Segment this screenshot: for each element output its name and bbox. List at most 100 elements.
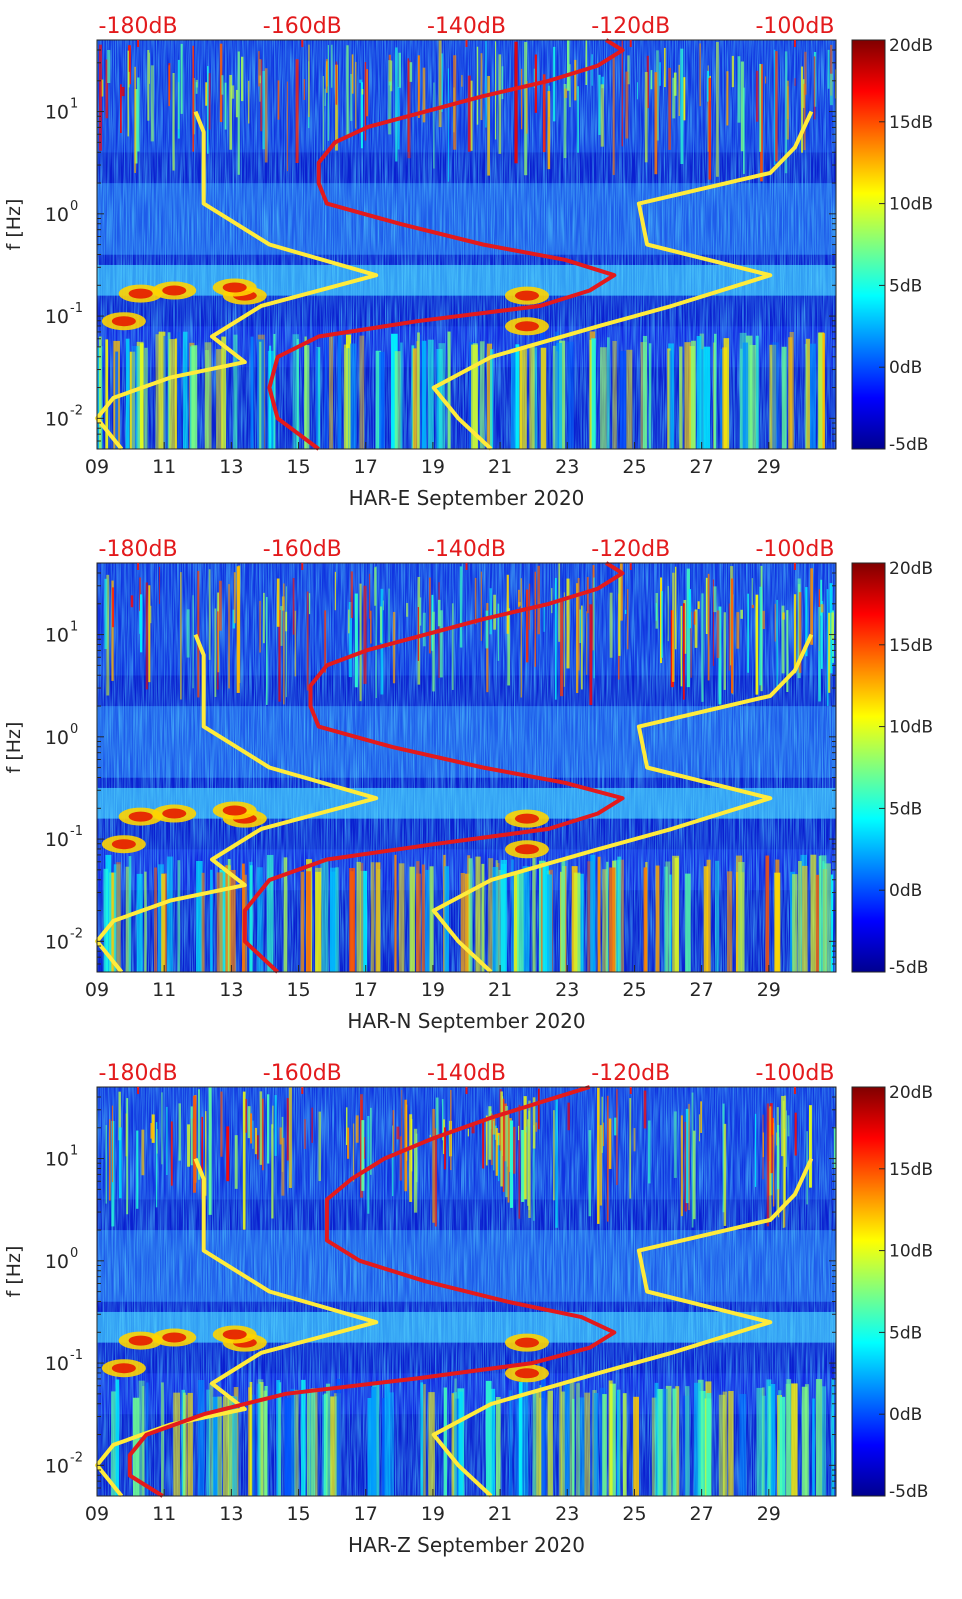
spectrogram-image <box>97 40 837 449</box>
colorbar-tick-label: 20dB <box>889 559 933 579</box>
colorbar-tick-label: 10dB <box>889 1242 933 1262</box>
colorbar: 20dB 15dB 10dB 5dB 0dB -5dB <box>851 36 933 455</box>
x-tick-label: 17 <box>354 456 378 478</box>
spectrogram-image <box>97 563 836 972</box>
top-tick-label: -100dB <box>755 537 834 562</box>
colorbar-tick-label: 15dB <box>889 113 933 133</box>
colorbar-tick-label: -5dB <box>889 435 928 455</box>
x-axis-label: HAR-E September 2020 <box>349 486 585 510</box>
x-tick-label: 23 <box>555 979 579 1001</box>
red-curve <box>242 561 625 974</box>
top-tick-label: -100dB <box>755 1061 834 1086</box>
colorbar: 20dB 15dB 10dB 5dB 0dB -5dB <box>851 559 933 978</box>
y-axis-label: f [Hz] <box>3 199 25 251</box>
x-tick-label: 27 <box>690 456 714 478</box>
y-tick-label: 10 <box>45 102 69 124</box>
x-tick-label: 13 <box>219 1503 243 1525</box>
colorbar-tick-label: 15dB <box>889 636 933 656</box>
colorbar-tick-label: 20dB <box>889 36 933 56</box>
y-tick-label: 10 <box>45 204 69 226</box>
x-tick-label: 23 <box>555 1503 579 1525</box>
y-tick-exponent: -1 <box>70 824 83 839</box>
x-tick-label: 09 <box>85 1503 109 1525</box>
y-tick-exponent: 0 <box>70 199 78 214</box>
top-tick-label: -140dB <box>427 1061 506 1086</box>
red-curve <box>267 38 625 451</box>
panel-3: 09 11 13 15 17 19 21 23 25 27 29 HAR-Z September 20… <box>3 1061 933 1557</box>
y-axis-label: f [Hz] <box>3 1246 25 1298</box>
x-tick-label: 27 <box>690 979 714 1001</box>
top-tick-label: -100dB <box>755 14 834 39</box>
y-tick-exponent: 0 <box>70 1246 78 1261</box>
top-tick-label: -120dB <box>591 1061 670 1086</box>
x-tick-label: 11 <box>152 456 176 478</box>
y-tick-exponent: 1 <box>70 97 78 112</box>
y-tick-exponent: -2 <box>70 926 83 941</box>
top-tick-label: -160dB <box>263 537 342 562</box>
colorbar-tick-label: 0dB <box>889 1405 922 1425</box>
colorbar-tick-label: 10dB <box>889 195 933 215</box>
x-tick-label: 29 <box>757 1503 781 1525</box>
top-tick-label: -140dB <box>427 14 506 39</box>
x-tick-label: 17 <box>354 979 378 1001</box>
x-tick-label: 19 <box>421 979 445 1001</box>
x-tick-label: 15 <box>286 979 310 1001</box>
x-tick-label: 23 <box>555 456 579 478</box>
y-tick-exponent: -2 <box>70 1450 83 1465</box>
colorbar: 20dB 15dB 10dB 5dB 0dB -5dB <box>851 1083 933 1502</box>
yellow-curve-high <box>431 110 814 451</box>
colorbar-tick-label: 10dB <box>889 718 933 738</box>
y-tick-label: 10 <box>45 625 69 647</box>
red-curve <box>127 1085 617 1498</box>
y-tick-label: 10 <box>45 829 69 851</box>
x-tick-label: 15 <box>286 1503 310 1525</box>
x-tick-label: 11 <box>152 1503 176 1525</box>
y-tick-label: 10 <box>45 1455 69 1477</box>
x-tick-label: 25 <box>622 456 646 478</box>
y-tick-exponent: 1 <box>70 620 78 635</box>
x-tick-label: 29 <box>757 456 781 478</box>
x-tick-label: 27 <box>690 1503 714 1525</box>
top-tick-label: -120dB <box>591 537 670 562</box>
x-tick-label: 15 <box>286 456 310 478</box>
x-tick-label: 29 <box>757 979 781 1001</box>
top-tick-label: -120dB <box>591 14 670 39</box>
x-axis-label: HAR-N September 2020 <box>347 1009 585 1033</box>
colorbar-tick-label: 0dB <box>889 881 922 901</box>
top-tick-label: -180dB <box>99 14 178 39</box>
x-tick-label: 09 <box>85 979 109 1001</box>
yellow-curve-low <box>95 1157 379 1498</box>
x-tick-label: 19 <box>421 1503 445 1525</box>
y-tick-label: 10 <box>45 1251 69 1273</box>
x-axis-label: HAR-Z September 2020 <box>348 1533 585 1557</box>
x-tick-label: 13 <box>219 979 243 1001</box>
y-tick-label: 10 <box>45 727 69 749</box>
x-tick-label: 09 <box>85 456 109 478</box>
y-tick-exponent: -2 <box>70 403 83 418</box>
x-tick-label: 21 <box>488 1503 512 1525</box>
colorbar-tick-label: -5dB <box>889 958 928 978</box>
colorbar-tick-label: 5dB <box>889 799 922 819</box>
x-tick-label: 11 <box>152 979 176 1001</box>
colorbar-tick-label: -5dB <box>889 1482 928 1502</box>
y-tick-exponent: 0 <box>70 722 78 737</box>
y-tick-label: 10 <box>45 408 69 430</box>
panel-1: 09 11 13 15 17 19 21 23 25 27 29 HAR-E September 20… <box>3 14 933 510</box>
colorbar-tick-label: 15dB <box>889 1160 933 1180</box>
yellow-curve-low <box>95 110 379 451</box>
y-tick-label: 10 <box>45 931 69 953</box>
x-tick-label: 13 <box>219 456 243 478</box>
y-tick-exponent: -1 <box>70 1348 83 1363</box>
yellow-curve-low <box>95 633 379 974</box>
y-tick-label: 10 <box>45 306 69 328</box>
yellow-curve-high <box>431 633 814 974</box>
x-tick-label: 21 <box>488 456 512 478</box>
top-tick-label: -160dB <box>263 14 342 39</box>
y-tick-label: 10 <box>45 1149 69 1171</box>
colorbar-tick-label: 20dB <box>889 1083 933 1103</box>
x-tick-label: 25 <box>622 1503 646 1525</box>
y-axis-label: f [Hz] <box>3 722 25 774</box>
y-tick-exponent: 1 <box>70 1144 78 1159</box>
colorbar-tick-label: 5dB <box>889 276 922 296</box>
top-tick-label: -180dB <box>99 537 178 562</box>
